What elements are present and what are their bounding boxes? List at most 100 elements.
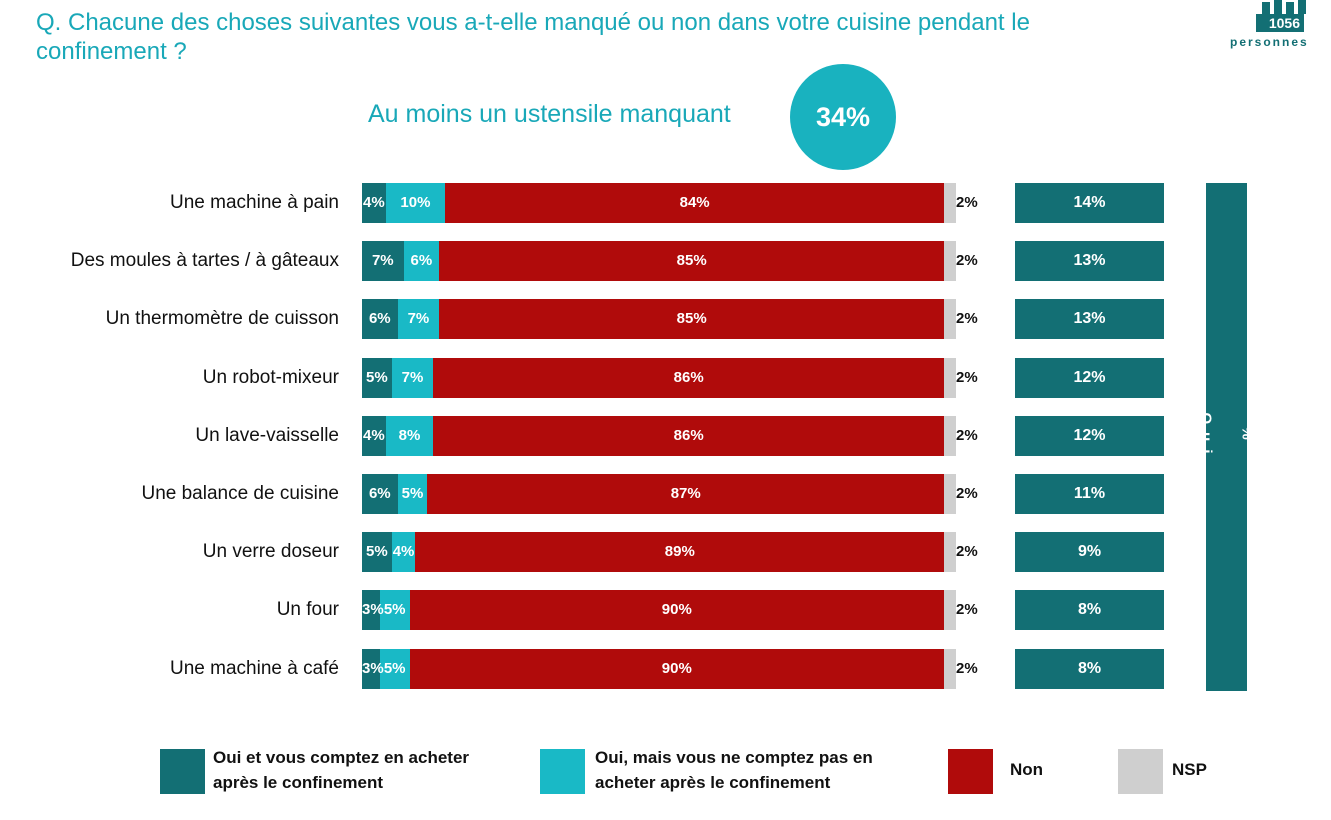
sample-size-label: personnes <box>1230 35 1309 49</box>
data-label: 90% <box>661 659 692 677</box>
bar-segment: 7% <box>391 357 434 398</box>
bar-segment <box>944 590 956 631</box>
oui-total-value: 12% <box>1015 357 1164 398</box>
stacked-bar: 5% 4% 89% <box>362 532 956 573</box>
bar-segment: 3% <box>362 648 384 689</box>
bar-segment: 6% <box>403 241 440 282</box>
bar-segment: 85% <box>439 241 945 282</box>
bar-segment: 84% <box>445 183 945 223</box>
bar-segment: 89% <box>415 532 945 573</box>
oui-total-value: 12% <box>1015 415 1164 456</box>
bar-segment <box>944 532 956 573</box>
bar-segment: 86% <box>433 357 945 398</box>
bar-segment: 86% <box>433 415 945 456</box>
data-label: 89% <box>664 543 695 561</box>
stacked-bar: 7% 6% 85% <box>362 241 956 282</box>
bar-segment: 5% <box>397 474 428 514</box>
category-label: Un robot-mixeur <box>202 366 339 388</box>
data-label: 6% <box>368 485 391 502</box>
category-label: Un verre doseur <box>202 541 339 563</box>
chart-row: Une balance de cuisine 6% 5% 87% 2% 11% <box>0 474 1331 514</box>
oui-total-value: 8% <box>1015 648 1164 689</box>
data-label: 85% <box>676 310 707 328</box>
data-label: 10% <box>400 194 431 211</box>
chart-row: Un thermomètre de cuisson 6% 7% 85% 2% 13% <box>0 299 1331 340</box>
bar-segment: 4% <box>362 415 386 456</box>
oui-total-value: 8% <box>1015 590 1164 631</box>
bar-segment: 5% <box>379 590 410 631</box>
stacked-bar: 3% 5% 90% <box>362 648 956 689</box>
data-label: 4% <box>363 194 385 211</box>
sample-size-count: 1056 <box>1256 14 1304 32</box>
stacked-bar: 4% 10% 84% <box>362 183 956 223</box>
data-label: 5% <box>366 368 388 386</box>
legend-swatch <box>540 745 585 795</box>
chart-row: Un four 3% 5% 90% 2% 8% <box>0 590 1331 631</box>
oui-total-value: 9% <box>1015 532 1164 573</box>
data-label: 3% <box>362 659 384 677</box>
bar-segment: 90% <box>409 648 945 689</box>
stacked-bar: 5% 7% 86% <box>362 357 956 398</box>
data-label: 5% <box>366 543 388 561</box>
bar-segment <box>944 299 956 340</box>
data-label: 7% <box>371 252 394 270</box>
data-label: 6% <box>410 252 433 270</box>
category-label: Un thermomètre de cuisson <box>105 308 339 330</box>
stacked-bar: 3% 5% 90% <box>362 590 956 631</box>
bar-segment <box>944 357 956 398</box>
chart-row: Un robot-mixeur 5% 7% 86% 2% 12% <box>0 357 1331 398</box>
data-label: 86% <box>673 368 704 386</box>
chart-row: Des moules à tartes / à gâteaux 7% 6% 85% 2%… <box>0 241 1331 282</box>
data-label: 8% <box>398 426 421 444</box>
chart-row: Une machine à pain 4% 10% 84% 2% 14% <box>0 183 1331 223</box>
legend-swatch <box>160 745 205 795</box>
data-label: 4% <box>363 426 385 444</box>
bar-segment: 7% <box>362 241 404 282</box>
category-label: Une machine à pain <box>170 192 339 213</box>
nsp-data-label: 2% <box>956 368 978 386</box>
stacked-bar: 6% 5% 87% <box>362 474 956 514</box>
data-label: 7% <box>401 368 424 386</box>
bar-segment: 6% <box>362 299 398 340</box>
data-label: 5% <box>383 659 406 677</box>
bar-segment <box>944 241 956 282</box>
data-label: 90% <box>661 601 692 619</box>
data-label: 87% <box>670 485 701 502</box>
data-label: 84% <box>679 194 710 211</box>
question-title: Q. Chacune des choses suivantes vous a-t… <box>36 9 1030 65</box>
oui-total-value: 13% <box>1015 241 1164 282</box>
oui-total-value: 11% <box>1015 474 1164 514</box>
bar-segment: 85% <box>439 299 945 340</box>
data-label: 85% <box>676 252 707 270</box>
oui-total-value: 14% <box>1015 183 1164 223</box>
bar-segment: 8% <box>385 415 434 456</box>
nsp-data-label: 2% <box>956 194 978 211</box>
bar-segment: 87% <box>427 474 945 514</box>
bar-segment: 6% <box>362 474 398 514</box>
oui-total-value: 13% <box>1015 299 1164 340</box>
data-label: 86% <box>673 426 704 444</box>
chart-row: Un verre doseur 5% 4% 89% 2% 9% <box>0 532 1331 573</box>
category-label: Une balance de cuisine <box>141 483 339 504</box>
bar-segment: 5% <box>362 532 392 573</box>
bar-segment: 7% <box>397 299 440 340</box>
bar-segment: 4% <box>391 532 416 573</box>
summary-value-circle: 34% <box>790 64 896 170</box>
data-label: 6% <box>368 310 391 328</box>
summary-label: Au moins un ustensile manquant <box>368 100 731 128</box>
nsp-data-label: 2% <box>956 601 978 619</box>
stacked-bar: 4% 8% 86% <box>362 415 956 456</box>
bar-segment <box>944 474 956 514</box>
category-label: Une machine à café <box>170 657 339 679</box>
data-label: 4% <box>392 543 415 561</box>
bar-segment: 5% <box>362 357 392 398</box>
nsp-data-label: 2% <box>956 252 978 270</box>
stacked-bar: 6% 7% 85% <box>362 299 956 340</box>
chart-row: Une machine à café 3% 5% 90% 2% 8% <box>0 648 1331 689</box>
sample-size-badge: 1056 personnes <box>1214 0 1318 50</box>
oui-column-label: % Oui <box>1197 412 1256 462</box>
bar-segment <box>944 648 956 689</box>
bar-segment <box>944 415 956 456</box>
nsp-data-label: 2% <box>956 310 978 328</box>
category-label: Un four <box>276 599 339 621</box>
